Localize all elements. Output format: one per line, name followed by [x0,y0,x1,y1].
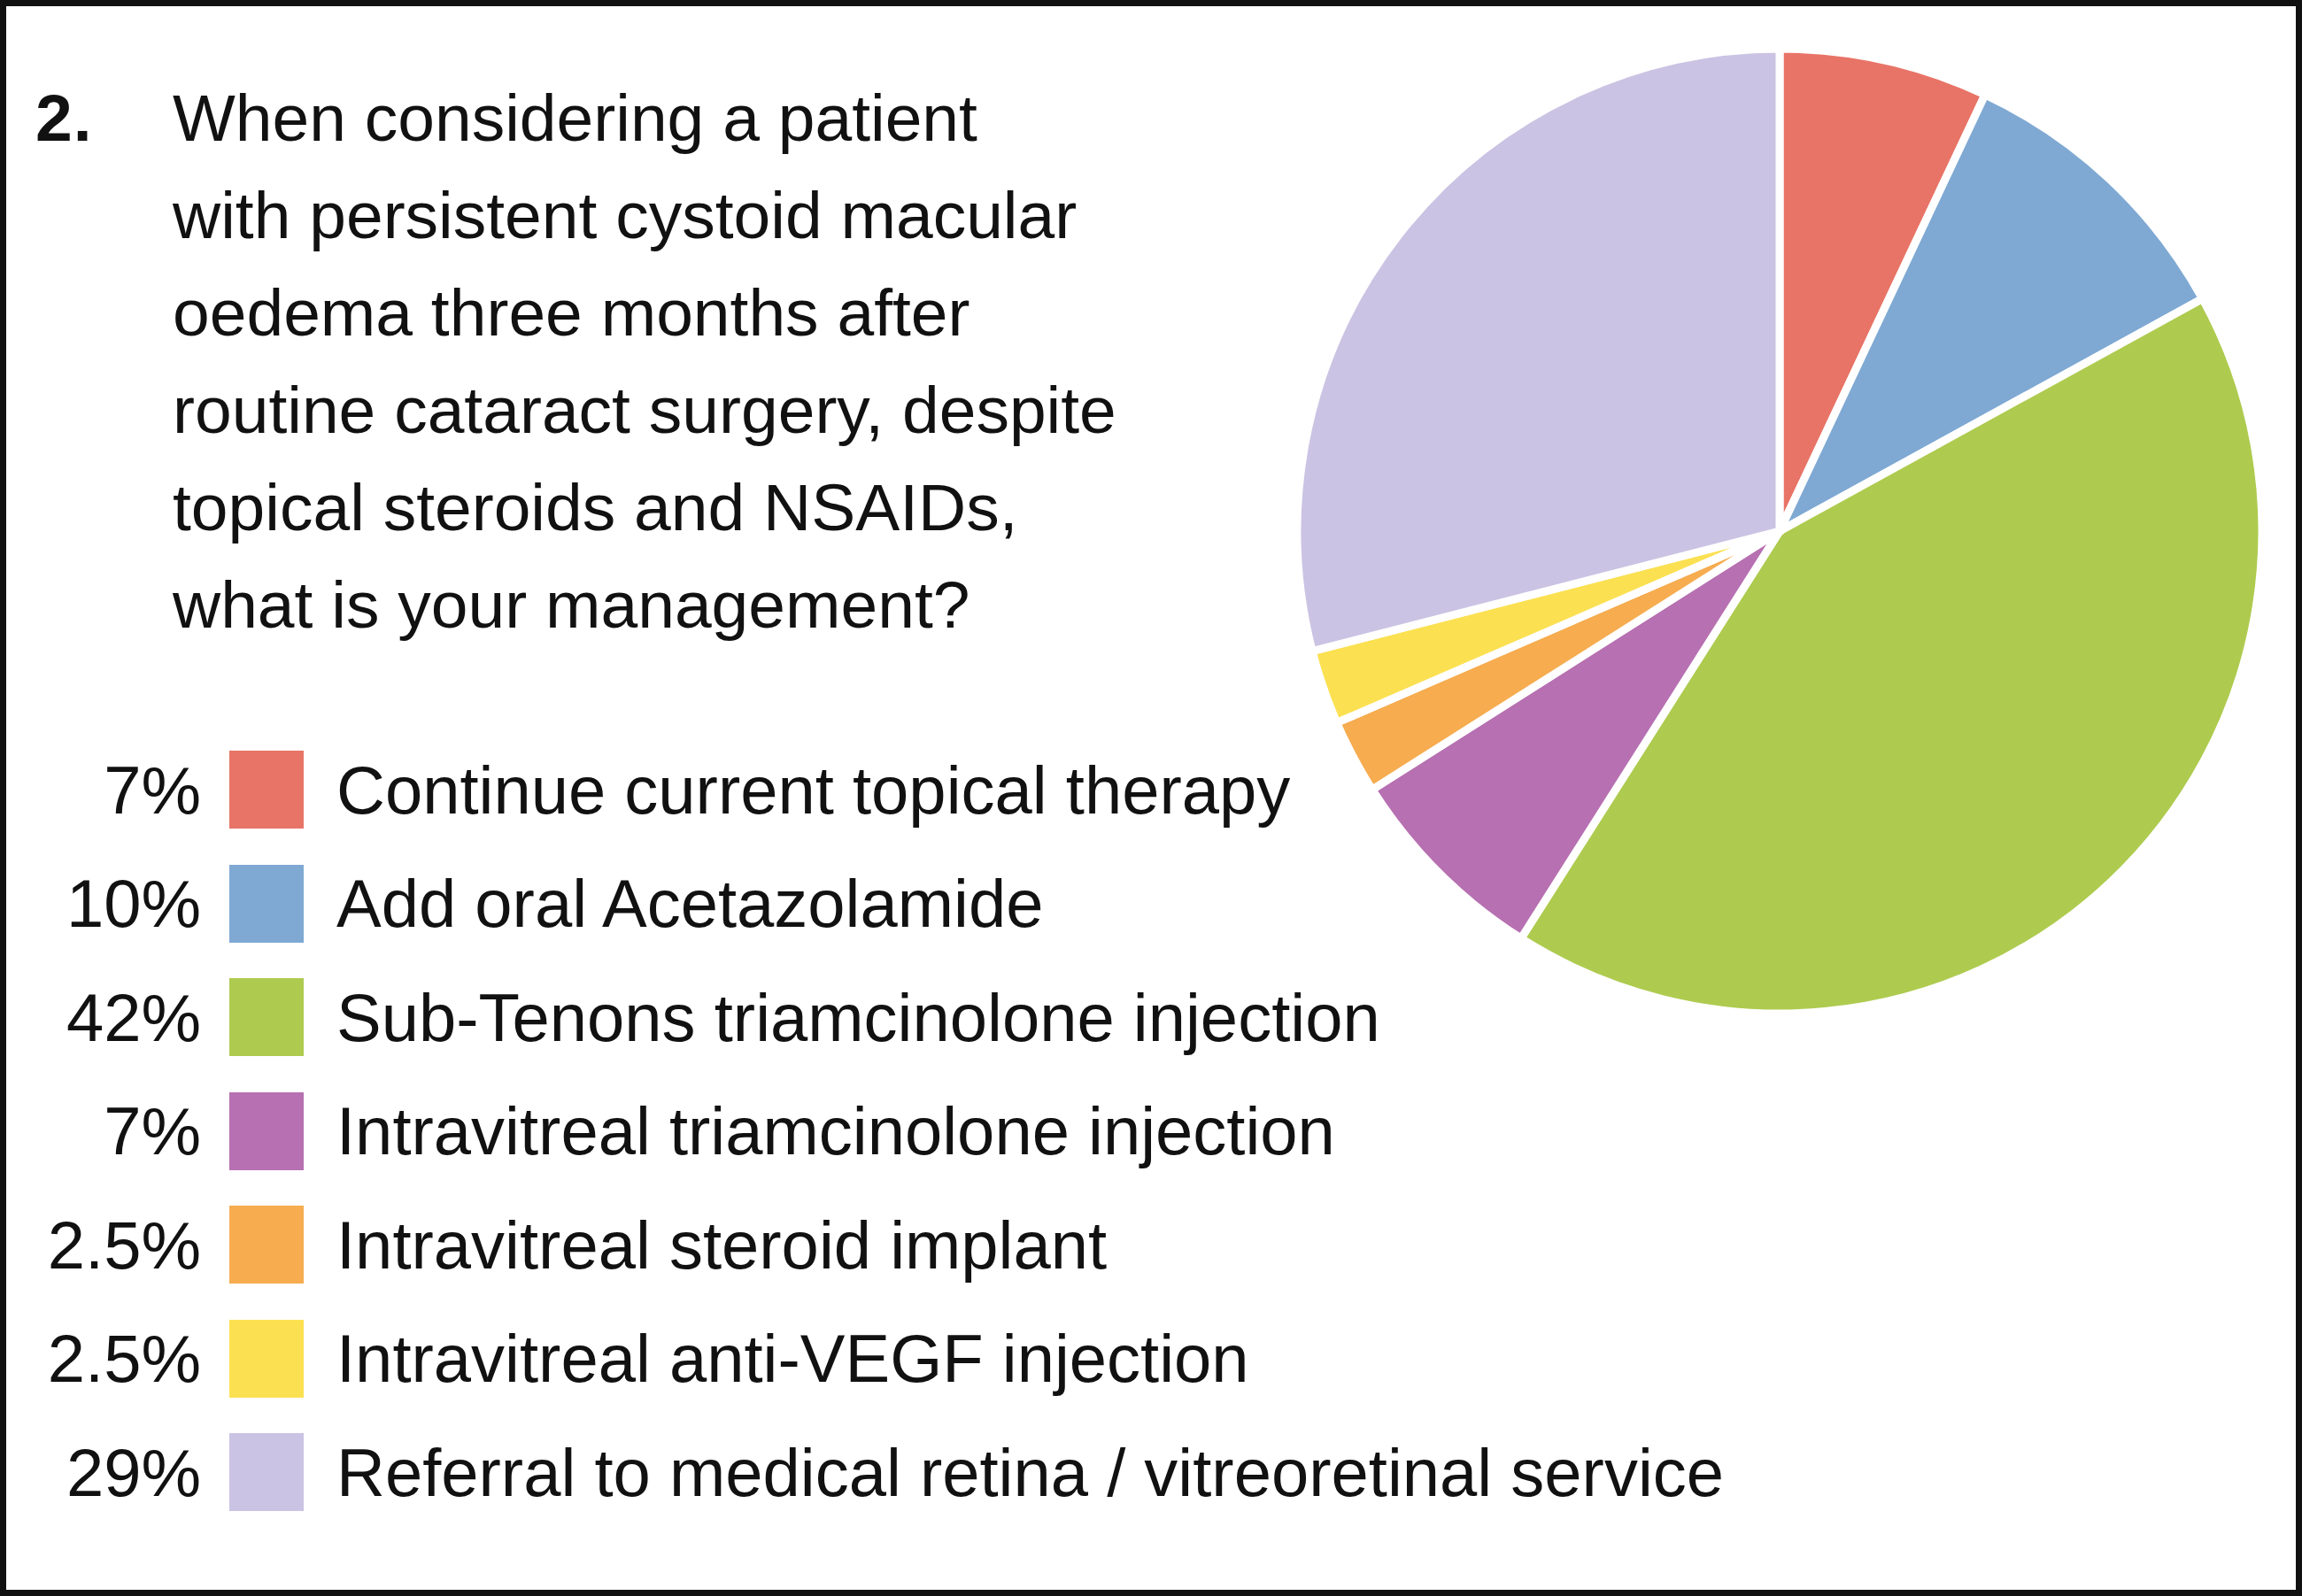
legend-swatch [229,1433,304,1511]
question-text: When considering a patient with persiste… [173,69,1116,653]
question-line: When considering a patient [173,69,1116,166]
legend-percent: 29% [13,1434,201,1511]
legend-row: 2.5% Intravitreal anti-VEGF injection [13,1320,1724,1398]
question-line: topical steroids and NSAIDs, [173,459,1116,556]
legend-label: Intravitreal anti-VEGF injection [336,1320,1249,1397]
legend-swatch [229,865,304,943]
legend-row: 2.5% Intravitreal steroid implant [13,1206,1724,1284]
question-line: routine cataract surgery, despite [173,361,1116,459]
legend-label: Continue current topical therapy [336,752,1290,829]
legend-swatch [229,1092,304,1170]
legend-percent: 2.5% [13,1207,201,1284]
legend-swatch [229,978,304,1056]
question-number: 2. [35,69,93,166]
question-line: what is your management? [173,556,1116,653]
question-line: with persistent cystoid macular [173,166,1116,264]
legend-percent: 10% [13,865,201,942]
legend-label: Intravitreal steroid implant [336,1207,1107,1284]
legend-label: Intravitreal triamcinolone injection [336,1092,1335,1169]
legend-label: Sub-Tenons triamcinolone injection [336,979,1380,1056]
pie-chart [1288,40,2271,1022]
question-line: oedema three months after [173,264,1116,361]
legend-percent: 42% [13,979,201,1056]
legend-label: Add oral Acetazolamide [336,865,1043,942]
legend-row: 29% Referral to medical retina / vitreore… [13,1433,1724,1511]
legend-percent: 7% [13,752,201,829]
legend-row: 7% Intravitreal triamcinolone injection [13,1092,1724,1170]
legend-percent: 2.5% [13,1320,201,1397]
legend-swatch [229,1206,304,1284]
legend-percent: 7% [13,1092,201,1169]
legend-swatch [229,1320,304,1398]
legend-label: Referral to medical retina / vitreoretin… [336,1434,1724,1511]
legend-swatch [229,751,304,829]
